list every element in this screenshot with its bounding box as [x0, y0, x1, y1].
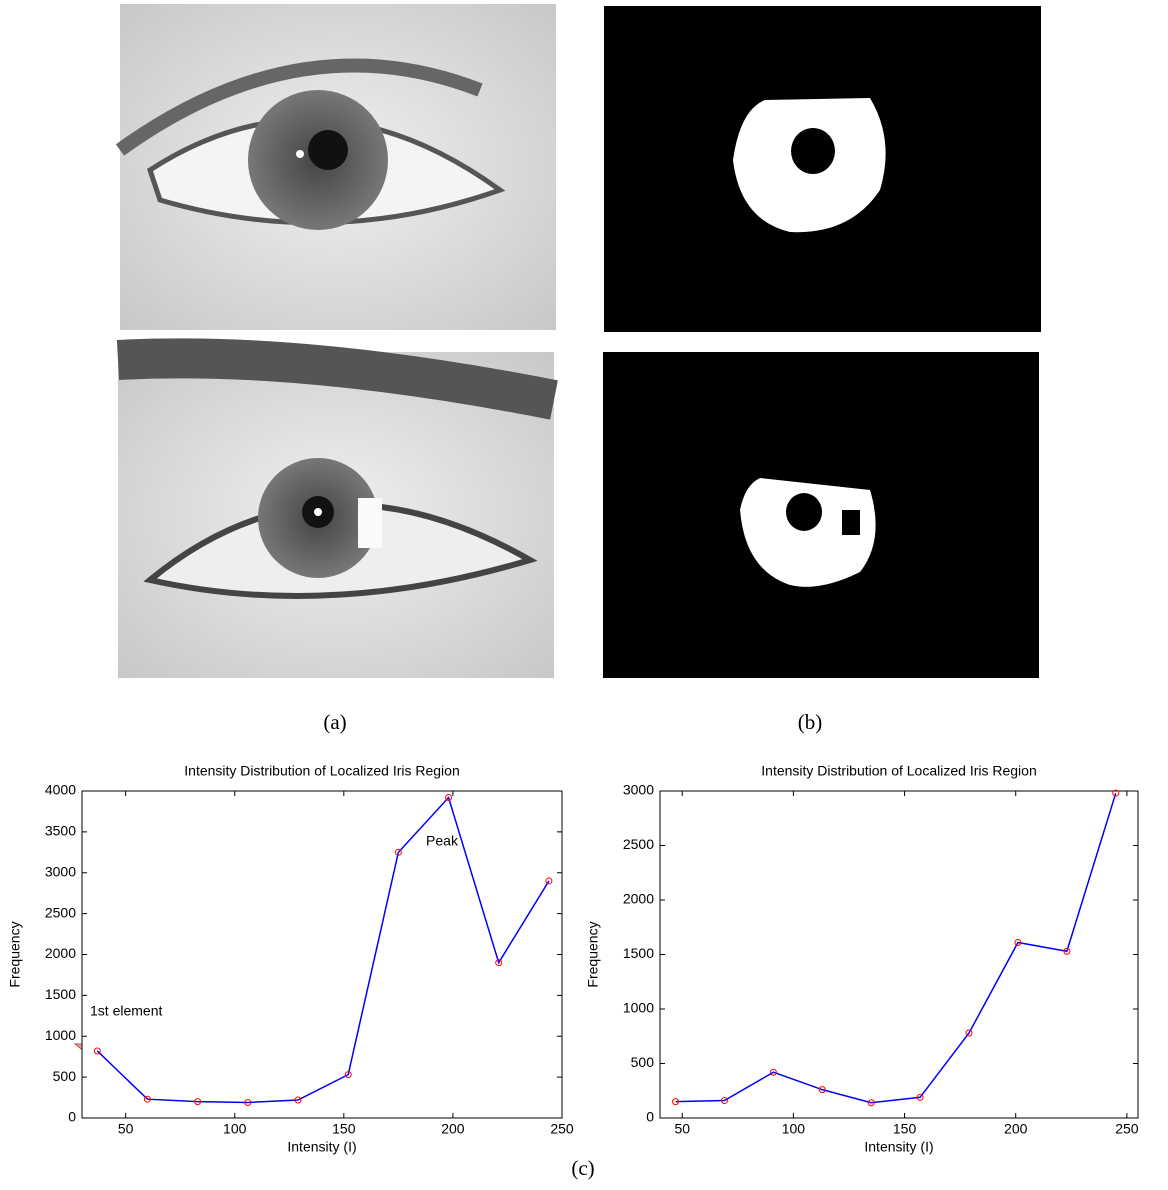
x-tick-label: 200 [441, 1121, 465, 1137]
x-axis-label: Intensity (I) [287, 1139, 356, 1155]
x-tick-label: 150 [893, 1121, 917, 1137]
x-tick-label: 100 [223, 1121, 247, 1137]
y-tick-label: 1500 [45, 986, 76, 1002]
y-tick-label: 3000 [623, 782, 654, 798]
eye-photo [118, 352, 554, 678]
x-tick-label: 250 [550, 1121, 574, 1137]
x-tick-label: 50 [674, 1121, 690, 1137]
y-tick-label: 500 [631, 1054, 655, 1070]
y-tick-label: 0 [68, 1109, 76, 1125]
y-tick-label: 2000 [623, 891, 654, 907]
y-tick-label: 4000 [45, 782, 76, 798]
x-tick-label: 200 [1004, 1121, 1028, 1137]
iris-mask [604, 6, 1041, 332]
y-axis-label: Frequency [585, 921, 601, 987]
annotation: 1st element [90, 1003, 162, 1019]
x-tick-label: 50 [118, 1121, 134, 1137]
x-axis-label: Intensity (I) [864, 1139, 933, 1155]
caption: (c) [571, 1156, 594, 1180]
y-tick-label: 1000 [45, 1027, 76, 1043]
x-tick-label: 250 [1115, 1121, 1139, 1137]
y-tick-label: 2500 [45, 904, 76, 920]
chart-title: Intensity Distribution of Localized Iris… [761, 763, 1036, 779]
figure: (a) (b) (c) Intensity Distribution of Lo… [0, 0, 1168, 1190]
caption: (b) [798, 710, 823, 734]
caption: (a) [323, 710, 346, 734]
x-tick-label: 100 [782, 1121, 806, 1137]
y-tick-label: 1500 [623, 945, 654, 961]
y-axis-label: Frequency [7, 921, 23, 987]
y-tick-label: 0 [646, 1109, 654, 1125]
y-tick-label: 3500 [45, 823, 76, 839]
annotation: Peak [426, 833, 459, 849]
x-tick-label: 150 [332, 1121, 356, 1137]
chart-title: Intensity Distribution of Localized Iris… [184, 763, 459, 779]
y-tick-label: 1000 [623, 1000, 654, 1016]
plot-area [82, 791, 562, 1118]
y-tick-label: 2500 [623, 836, 654, 852]
y-tick-label: 500 [53, 1068, 77, 1084]
iris-mask [603, 352, 1039, 678]
y-tick-label: 2000 [45, 945, 76, 961]
y-tick-label: 3000 [45, 863, 76, 879]
eye-photo [120, 4, 556, 330]
